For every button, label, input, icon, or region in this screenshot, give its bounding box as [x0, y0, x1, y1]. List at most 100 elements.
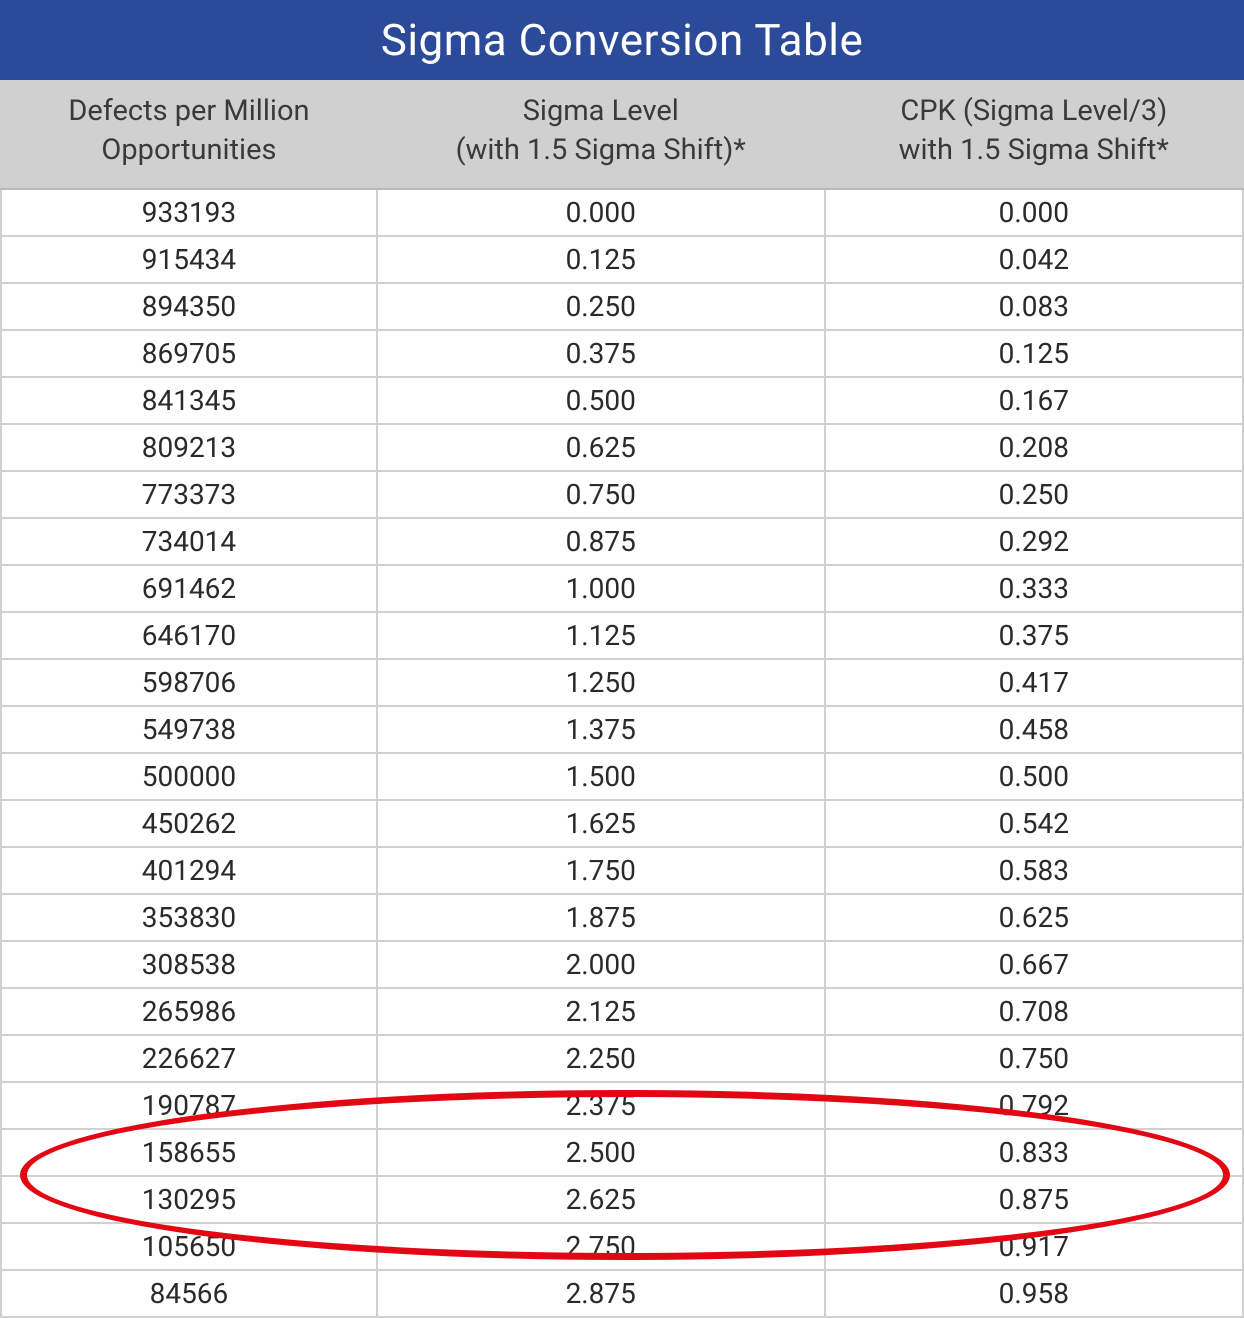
table-cell: 0.208: [825, 424, 1243, 471]
table-cell: 1.875: [377, 894, 825, 941]
table-cell: 190787: [1, 1082, 377, 1129]
table-cell: 0.583: [825, 847, 1243, 894]
table-cell: 0.500: [377, 377, 825, 424]
table-cell: 894350: [1, 283, 377, 330]
table-cell: 0.875: [377, 518, 825, 565]
table-cell: 0.000: [377, 189, 825, 236]
table-cell: 2.750: [377, 1223, 825, 1270]
table-cell: 450262: [1, 800, 377, 847]
table-row: 2659862.1250.708: [1, 988, 1243, 1035]
table-row: 6914621.0000.333: [1, 565, 1243, 612]
header-row: Defects per Million Opportunities Sigma …: [1, 80, 1243, 189]
table-cell: 0.833: [825, 1129, 1243, 1176]
table-cell: 773373: [1, 471, 377, 518]
table-cell: 2.000: [377, 941, 825, 988]
table-cell: 0.542: [825, 800, 1243, 847]
table-cell: 0.375: [825, 612, 1243, 659]
table-cell: 0.750: [825, 1035, 1243, 1082]
table-row: 8092130.6250.208: [1, 424, 1243, 471]
page-title: Sigma Conversion Table: [0, 0, 1244, 80]
table-row: 3085382.0000.667: [1, 941, 1243, 988]
table-row: 1056502.7500.917: [1, 1223, 1243, 1270]
table-cell: 0.792: [825, 1082, 1243, 1129]
table-cell: 401294: [1, 847, 377, 894]
table-cell: 1.000: [377, 565, 825, 612]
table-cell: 2.250: [377, 1035, 825, 1082]
table-cell: 0.125: [377, 236, 825, 283]
col-header-dpmo: Defects per Million Opportunities: [1, 80, 377, 189]
table-cell: 1.750: [377, 847, 825, 894]
table-cell: 691462: [1, 565, 377, 612]
table-row: 5987061.2500.417: [1, 659, 1243, 706]
col-header-line: (with 1.5 Sigma Shift)*: [385, 131, 817, 170]
col-header-cpk: CPK (Sigma Level/3) with 1.5 Sigma Shift…: [825, 80, 1243, 189]
table-cell: 0.250: [377, 283, 825, 330]
table-cell: 0.958: [825, 1270, 1243, 1317]
table-cell: 0.167: [825, 377, 1243, 424]
table-cell: 1.125: [377, 612, 825, 659]
table-row: 845662.8750.958: [1, 1270, 1243, 1317]
table-row: 1586552.5000.833: [1, 1129, 1243, 1176]
table-cell: 0.708: [825, 988, 1243, 1035]
table-cell: 2.875: [377, 1270, 825, 1317]
col-header-line: CPK (Sigma Level/3): [833, 92, 1235, 131]
table-cell: 130295: [1, 1176, 377, 1223]
col-header-line: Opportunities: [9, 131, 369, 170]
table-cell: 598706: [1, 659, 377, 706]
table-cell: 869705: [1, 330, 377, 377]
col-header-line: Defects per Million: [9, 92, 369, 131]
table-row: 4012941.7500.583: [1, 847, 1243, 894]
table-cell: 734014: [1, 518, 377, 565]
table-cell: 1.375: [377, 706, 825, 753]
table-row: 3538301.8750.625: [1, 894, 1243, 941]
table-cell: 0.625: [825, 894, 1243, 941]
table-cell: 265986: [1, 988, 377, 1035]
table-row: 5000001.5000.500: [1, 753, 1243, 800]
table-row: 8943500.2500.083: [1, 283, 1243, 330]
table-cell: 0.625: [377, 424, 825, 471]
col-header-line: with 1.5 Sigma Shift*: [833, 131, 1235, 170]
table-cell: 0.750: [377, 471, 825, 518]
table-cell: 0.375: [377, 330, 825, 377]
title-text: Sigma Conversion Table: [381, 14, 864, 66]
table-cell: 0.042: [825, 236, 1243, 283]
table-cell: 0.292: [825, 518, 1243, 565]
table-row: 4502621.6250.542: [1, 800, 1243, 847]
table-cell: 0.000: [825, 189, 1243, 236]
table-cell: 0.667: [825, 941, 1243, 988]
table-cell: 809213: [1, 424, 377, 471]
table-cell: 500000: [1, 753, 377, 800]
table-cell: 0.917: [825, 1223, 1243, 1270]
table-cell: 0.333: [825, 565, 1243, 612]
table-header: Defects per Million Opportunities Sigma …: [1, 80, 1243, 189]
table-row: 1907872.3750.792: [1, 1082, 1243, 1129]
table-cell: 0.250: [825, 471, 1243, 518]
col-header-line: Sigma Level: [385, 92, 817, 131]
table-cell: 915434: [1, 236, 377, 283]
table-cell: 0.500: [825, 753, 1243, 800]
table-cell: 0.417: [825, 659, 1243, 706]
table-cell: 0.875: [825, 1176, 1243, 1223]
table-cell: 2.625: [377, 1176, 825, 1223]
table-cell: 353830: [1, 894, 377, 941]
table-cell: 549738: [1, 706, 377, 753]
table-row: 8697050.3750.125: [1, 330, 1243, 377]
page-container: Sigma Conversion Table Defects per Milli…: [0, 0, 1244, 1257]
table-cell: 2.125: [377, 988, 825, 1035]
table-cell: 1.625: [377, 800, 825, 847]
table-body: 9331930.0000.0009154340.1250.0428943500.…: [1, 189, 1243, 1317]
col-header-sigma: Sigma Level (with 1.5 Sigma Shift)*: [377, 80, 825, 189]
table-row: 2266272.2500.750: [1, 1035, 1243, 1082]
table-cell: 1.500: [377, 753, 825, 800]
table-cell: 2.500: [377, 1129, 825, 1176]
table-row: 7733730.7500.250: [1, 471, 1243, 518]
table-cell: 933193: [1, 189, 377, 236]
table-cell: 158655: [1, 1129, 377, 1176]
table-cell: 841345: [1, 377, 377, 424]
table-cell: 226627: [1, 1035, 377, 1082]
table-row: 7340140.8750.292: [1, 518, 1243, 565]
table-cell: 646170: [1, 612, 377, 659]
table-row: 1302952.6250.875: [1, 1176, 1243, 1223]
table-cell: 105650: [1, 1223, 377, 1270]
table-cell: 1.250: [377, 659, 825, 706]
